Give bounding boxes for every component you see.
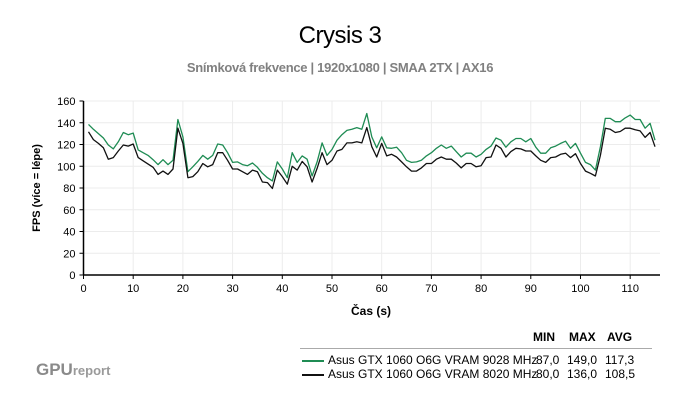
x-tick-label: 0 — [80, 283, 86, 295]
x-axis-label: Čas (s) — [351, 303, 391, 318]
gpureport-logo: GPUreport — [36, 360, 110, 380]
legend-min: 80,0 — [536, 367, 560, 381]
x-tick-label: 30 — [226, 283, 238, 295]
legend-series-name: Asus GTX 1060 O6G VRAM 9028 MHz — [328, 353, 538, 367]
legend-swatch — [302, 374, 324, 376]
legend-min: 87,0 — [536, 353, 560, 367]
y-tick-label: 160 — [57, 96, 75, 108]
chart-title: Crysis 3 — [298, 22, 382, 49]
y-tick-label: 20 — [63, 248, 75, 260]
x-tick-label: 110 — [621, 283, 639, 295]
legend-swatch — [302, 360, 324, 362]
legend-divider — [300, 348, 652, 349]
legend-series-name: Asus GTX 1060 O6G VRAM 8020 MHz — [328, 367, 538, 381]
legend-max: 149,0 — [567, 353, 598, 367]
x-tick-label: 60 — [376, 283, 388, 295]
y-tick-label: 120 — [57, 140, 75, 152]
x-tick-label: 90 — [525, 283, 537, 295]
y-tick-label: 100 — [57, 161, 75, 173]
y-tick-label: 0 — [69, 270, 75, 282]
legend-max: 136,0 — [567, 367, 598, 381]
x-tick-label: 80 — [475, 283, 487, 295]
x-tick-label: 20 — [177, 283, 189, 295]
legend-row: Asus GTX 1060 O6G VRAM 8020 MHz 80,0 136… — [300, 367, 652, 382]
legend-header-max: MAX — [569, 330, 596, 344]
logo-suffix: report — [72, 363, 111, 378]
legend-avg: 117,3 — [605, 353, 635, 367]
legend-header-min: MIN — [533, 330, 555, 344]
x-tick-label: 40 — [276, 283, 288, 295]
legend-avg: 108,5 — [605, 367, 636, 381]
legend-row: Asus GTX 1060 O6G VRAM 9028 MHz 87,0 149… — [300, 353, 652, 368]
x-tick-label: 10 — [127, 283, 139, 295]
legend-header-avg: AVG — [607, 330, 633, 344]
series-line-2 — [87, 126, 656, 190]
chart-subtitle: Snímková frekvence | 1920x1080 | SMAA 2T… — [186, 60, 494, 75]
y-tick-label: 40 — [63, 227, 75, 239]
logo-main: GPU — [36, 360, 73, 379]
y-tick-label: 60 — [63, 205, 75, 217]
y-tick-label: 140 — [57, 118, 75, 130]
x-tick-label: 50 — [326, 283, 338, 295]
x-tick-label: 70 — [425, 283, 437, 295]
y-axis-label: FPS (více = lépe) — [31, 144, 43, 232]
x-tick-label: 100 — [571, 283, 589, 295]
y-tick-label: 80 — [63, 183, 75, 195]
series-line-1 — [88, 112, 656, 182]
